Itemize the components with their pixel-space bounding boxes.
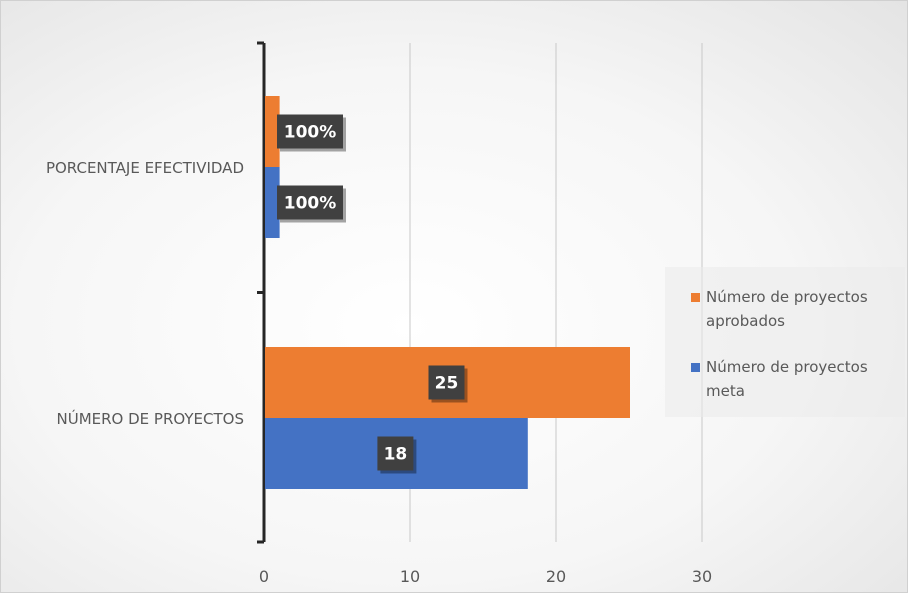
category-label-0: PORCENTAJE EFECTIVIDAD [46, 159, 244, 177]
category-label-1: NÚMERO DE PROYECTOS [57, 409, 244, 428]
data-label-1-1: 18 [384, 445, 408, 465]
chart-legend: Número de proyectos aprobados Número de … [665, 267, 905, 417]
data-label-box-0-1 [428, 365, 465, 400]
x-tick-label-10: 10 [400, 567, 420, 586]
legend-label-aprobados: Número de proyectos aprobados [706, 288, 868, 330]
x-tick-label-30: 30 [692, 567, 712, 586]
legend-swatch-aprobados [691, 293, 700, 302]
legend-label-meta: Número de proyectos meta [706, 358, 868, 400]
data-label-1-0: 100% [284, 194, 337, 214]
legend-item-aprobados: Número de proyectos aprobados [691, 285, 901, 333]
data-label-box-1-0 [277, 185, 343, 220]
x-tick-label-0: 0 [259, 567, 269, 586]
bar-1-0 [265, 167, 280, 238]
data-label-box-1-1 [377, 436, 414, 471]
legend-item-meta: Número de proyectos meta [691, 355, 901, 403]
legend-swatch-meta [691, 363, 700, 372]
x-tick-label-20: 20 [546, 567, 566, 586]
data-label-box-0-0 [277, 114, 343, 149]
data-label-0-0: 100% [284, 123, 337, 143]
data-label-0-1: 25 [435, 374, 459, 394]
bar-0-0 [265, 96, 280, 167]
